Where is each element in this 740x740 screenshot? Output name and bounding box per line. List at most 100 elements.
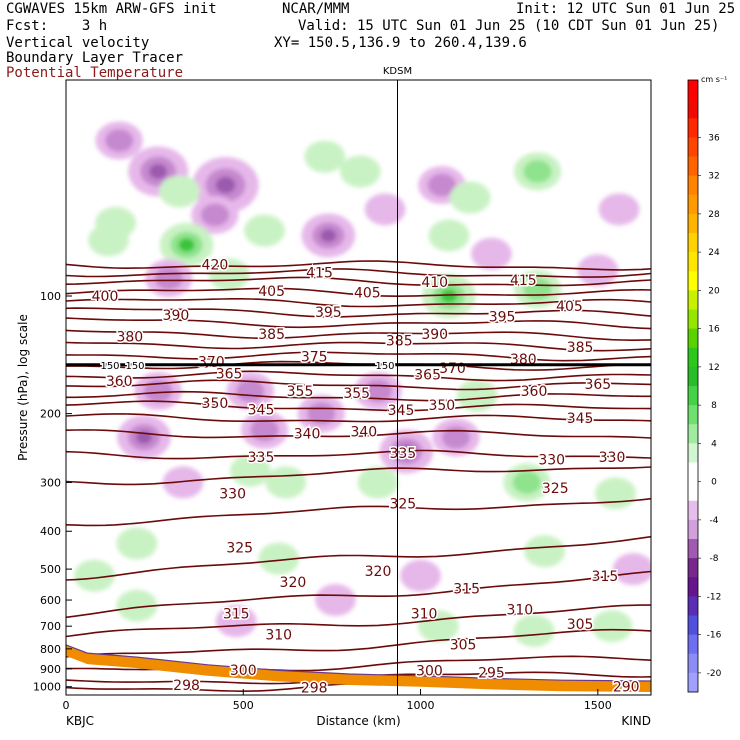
theta-contour (66, 570, 651, 619)
colorbar-swatch (688, 500, 698, 521)
colorbar-swatch (688, 290, 698, 310)
theta-label: 380 (116, 330, 143, 346)
colorbar-swatch (688, 634, 698, 655)
theta-label: 415 (510, 273, 537, 289)
theta-contour (66, 317, 651, 330)
colorbar-swatch (688, 80, 698, 100)
colorbar-swatch (688, 443, 698, 463)
theta-label: 405 (258, 284, 285, 300)
theta-label: 330 (599, 450, 626, 466)
theta-contour (66, 390, 651, 402)
theta-label: 305 (567, 617, 594, 633)
theta-contour (66, 276, 651, 287)
field-potential-temperature: Potential Temperature (6, 65, 184, 81)
velocity-blob (258, 542, 300, 575)
theta-contour (66, 370, 651, 382)
colorbar-swatch (688, 577, 698, 597)
y-tick-label: 900 (40, 663, 61, 676)
theta-label: 345 (248, 402, 275, 418)
theta-label: 295 (478, 666, 505, 682)
theta-label: 400 (92, 289, 119, 305)
theta-contour (66, 351, 651, 362)
theta-label: 360 (521, 384, 548, 400)
velocity-blob (229, 454, 271, 487)
theta-contour (66, 429, 651, 439)
colorbar-swatch (688, 328, 698, 349)
colorbar-tick-label: -16 (707, 631, 722, 641)
theta-label: 345 (388, 403, 415, 419)
velocity-blob (244, 214, 285, 247)
y-tick-label: 400 (40, 525, 61, 538)
theta-contour (66, 298, 651, 308)
colorbar-swatch (688, 558, 698, 578)
tropopause-label: 150 (375, 361, 394, 372)
y-tick-label: 100 (40, 290, 61, 303)
y-tick-label: 800 (40, 643, 61, 656)
x-end-label-right: KIND (621, 714, 651, 728)
theta-label: 375 (301, 350, 328, 366)
colorbar-swatch (688, 118, 698, 138)
velocity-blob (449, 181, 491, 214)
y-axis-title: Pressure (hPa), log scale (16, 314, 30, 461)
boundary-layer-tracer-fill (66, 644, 651, 692)
velocity-blob (116, 527, 158, 560)
velocity-blob-peak (149, 163, 168, 179)
axes: 0 500 1000 1500 KBJC KIND Distance (km) 100 200 3… (16, 290, 651, 728)
theta-label: 310 (265, 627, 292, 643)
velocity-blob (159, 175, 200, 208)
velocity-blob-core (427, 173, 456, 197)
colorbar-tick-label: -20 (707, 669, 722, 679)
valid-time: Valid: 15 UTC Sun 01 Jun 25 (10 CDT Sun … (298, 18, 720, 34)
velocity-blob (456, 379, 498, 412)
colorbar-tick-label: 12 (708, 363, 719, 373)
theta-label: 395 (315, 305, 342, 321)
velocity-blob (400, 559, 441, 592)
colorbar-swatch (688, 194, 698, 215)
forecast-hour: Fcst: 3 h (6, 18, 108, 34)
model-title: CGWAVES 15km ARW-GFS init (6, 1, 217, 17)
velocity-blob (265, 466, 307, 499)
theta-label: 365 (584, 377, 611, 393)
theta-label: 315 (592, 569, 619, 585)
velocity-blob (595, 477, 636, 510)
theta-label: 390 (421, 327, 448, 343)
velocity-blob (73, 559, 115, 592)
colorbar-swatch (688, 309, 698, 330)
theta-label: 365 (414, 368, 441, 384)
colorbar-swatch (688, 405, 698, 425)
theta-label: 340 (294, 427, 321, 443)
theta-label: 405 (354, 286, 381, 302)
colorbar-tick-label: 4 (711, 439, 717, 449)
plot-border (65, 79, 652, 696)
velocity-blob (88, 224, 129, 257)
theta-label: 330 (538, 452, 565, 468)
colorbar-swatch (688, 653, 698, 674)
theta-label: 320 (280, 575, 307, 591)
colorbar-swatch (688, 271, 698, 291)
theta-label: 298 (173, 678, 200, 694)
colorbar-tick-label: -8 (710, 554, 719, 564)
theta-contour (66, 449, 651, 460)
colorbar-tick-label: 36 (708, 133, 720, 143)
theta-label: 360 (106, 374, 133, 390)
colorbar-tick-label: -4 (710, 516, 719, 526)
colorbar-swatch (688, 156, 698, 177)
y-tick-label: 500 (40, 563, 61, 576)
theta-label: 420 (202, 257, 229, 273)
theta-contour (66, 287, 651, 298)
theta-label: 325 (389, 497, 416, 513)
y-tick-label: 200 (40, 408, 61, 421)
theta-label: 310 (506, 603, 533, 619)
velocity-blob-core (441, 425, 471, 449)
cross-section-endpoints: XY= 150.5,136.9 to 260.4,139.6 (274, 35, 527, 51)
colorbar-tick-label: -12 (707, 592, 722, 602)
theta-label: 350 (428, 398, 455, 414)
y-tick-label: 1000 (33, 681, 61, 694)
colorbar: cm s⁻¹ 36 32 28 24 20 16 12 8 4 0 -4 -8 -12 -16 -20 (687, 75, 727, 693)
tropopause-line: 150 150 150 (66, 359, 651, 373)
x-tick-label: 1000 (407, 699, 435, 712)
theta-contour (66, 260, 651, 271)
theta-label: 325 (542, 481, 569, 497)
theta-label: 298 (301, 681, 328, 697)
velocity-blob-core (236, 379, 265, 403)
